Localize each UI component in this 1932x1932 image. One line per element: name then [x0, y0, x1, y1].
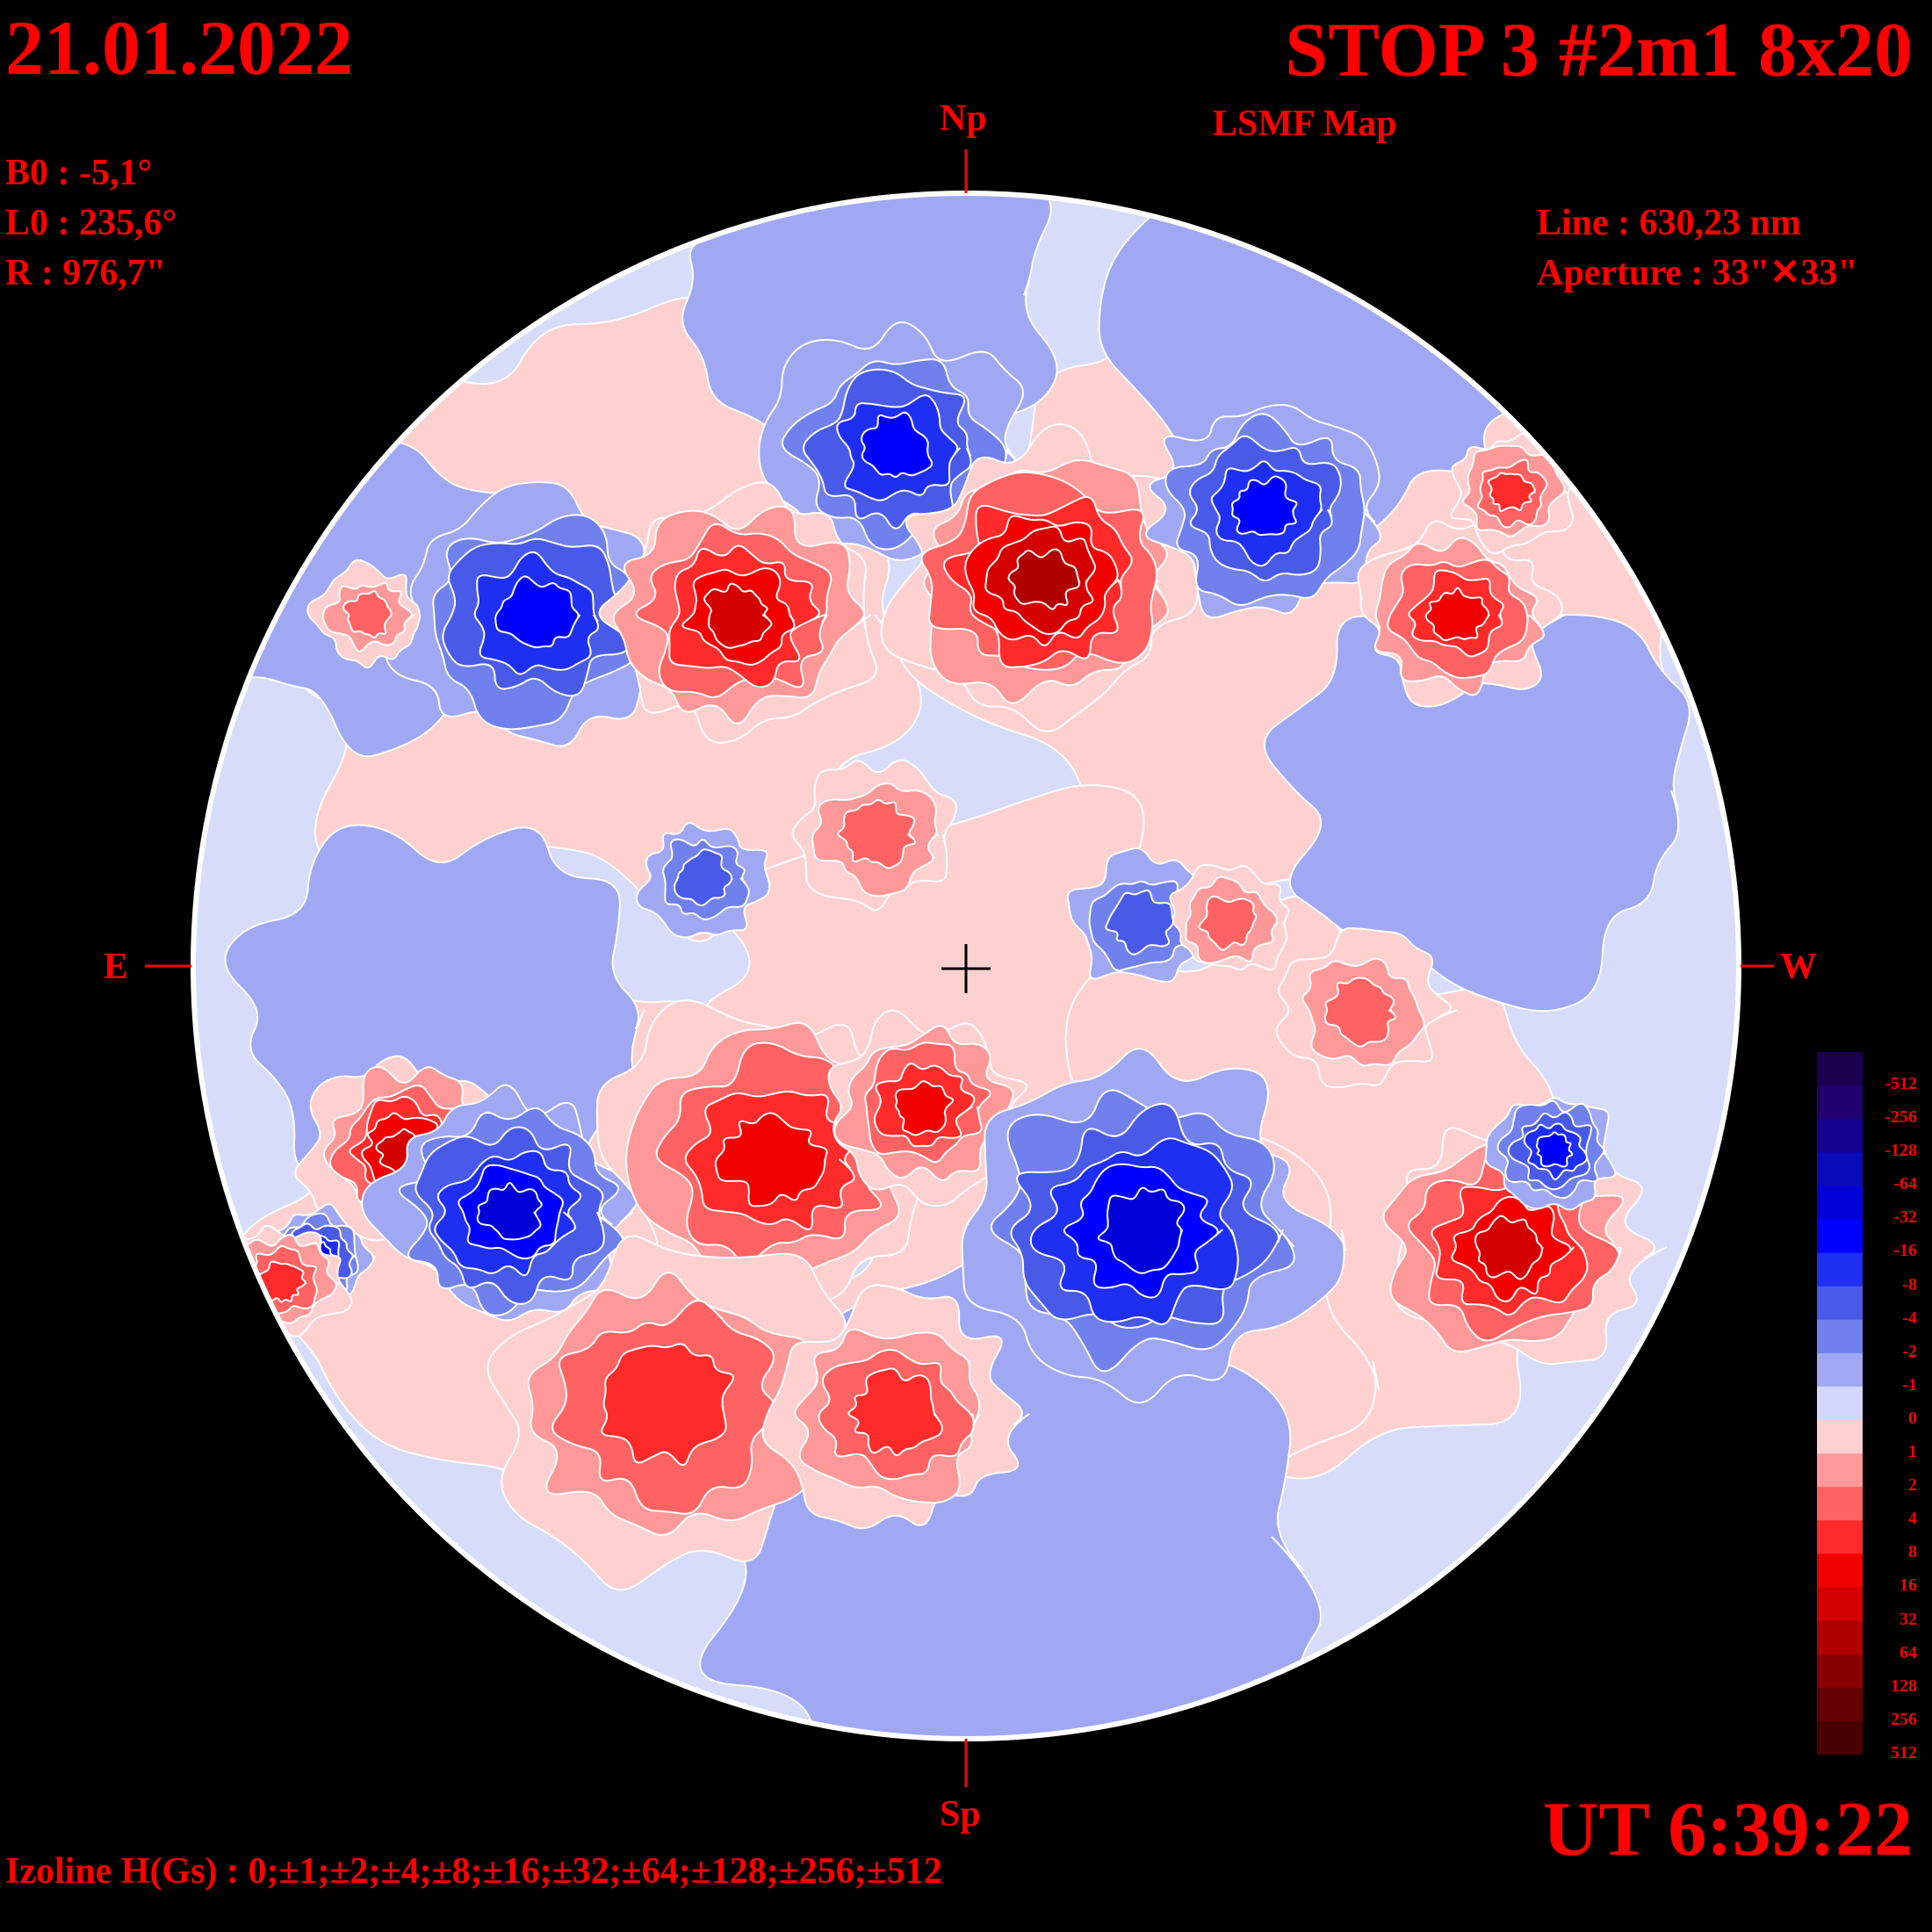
map-title: STOP 3 #2m1 8x20	[1285, 8, 1913, 93]
negative-field-contour	[476, 1182, 543, 1241]
field-contours	[195, 195, 1691, 1737]
negative-field-contour	[494, 575, 581, 649]
colorbar-tick-label: -1	[1902, 1374, 1917, 1395]
colorbar-tick-label: 256	[1891, 1709, 1917, 1729]
positive-field-contour	[1487, 472, 1536, 513]
colorbar-tick-label: 1	[1908, 1442, 1917, 1462]
positive-field-contour	[342, 590, 393, 638]
positive-field-contour	[1474, 1215, 1544, 1280]
negative-field-contour	[1231, 475, 1298, 537]
colorbar-tick-label: 16	[1900, 1575, 1917, 1596]
colorbar-swatch	[1817, 1085, 1863, 1120]
colorbar-tick-label: -2	[1902, 1341, 1917, 1361]
colorbar-tick-label: 128	[1891, 1676, 1917, 1696]
colorbar-swatch	[1817, 1420, 1863, 1454]
colorbar-tick-label: 64	[1900, 1642, 1917, 1662]
colorbar-swatch	[1817, 1386, 1863, 1421]
colorbar-swatch	[1817, 1152, 1863, 1186]
north-pole-label: Np	[940, 98, 987, 139]
colorbar-swatch	[1817, 1286, 1863, 1321]
colorbar-tick-label: 8	[1908, 1542, 1917, 1562]
ut-time: UT 6:39:22	[1542, 1787, 1913, 1872]
izoline-levels: Izoline H(Gs) : 0;±1;±2;±4;±8;±16;±32;±6…	[5, 1851, 942, 1892]
positive-field-contour	[837, 798, 916, 869]
colorbar-tick-label: -128	[1885, 1141, 1917, 1161]
colorbar-tick-label: 512	[1891, 1742, 1917, 1763]
param-line: Line : 630,23 nm	[1537, 203, 1802, 243]
colorbar-tick-label: -16	[1893, 1241, 1917, 1261]
colorbar	[1817, 1052, 1863, 1755]
positive-field-contour	[714, 1112, 828, 1208]
south-pole-label: Sp	[940, 1794, 981, 1835]
colorbar-swatch	[1817, 1219, 1863, 1254]
map-subtitle: LSMF Map	[1213, 104, 1397, 144]
positive-field-contour	[703, 582, 773, 649]
negative-field-contour	[861, 411, 934, 478]
positive-field-contour	[1424, 587, 1490, 641]
negative-field-contour	[1105, 889, 1175, 955]
date: 21.01.2022	[5, 6, 353, 91]
positive-field-contour	[601, 1343, 734, 1467]
colorbar-swatch	[1817, 1720, 1863, 1755]
colorbar-tick-label: -512	[1885, 1074, 1917, 1093]
colorbar-swatch	[1817, 1587, 1863, 1622]
positive-field-contour	[847, 1367, 943, 1457]
colorbar-swatch	[1817, 1687, 1863, 1722]
colorbar-tick-label: -256	[1885, 1107, 1917, 1128]
colorbar-tick-label: 4	[1908, 1509, 1917, 1529]
colorbar-swatch	[1817, 1052, 1863, 1086]
param-aperture: Aperture : 33"✕33"	[1537, 253, 1858, 293]
colorbar-swatch	[1817, 1186, 1863, 1220]
negative-field-contour	[673, 848, 733, 907]
colorbar-swatch	[1817, 1520, 1863, 1554]
west-label: W	[1780, 947, 1817, 987]
param-b0: B0 : -5,1°	[5, 153, 153, 193]
param-r: R : 976,7"	[5, 253, 167, 293]
negative-field-contour	[1097, 1186, 1186, 1274]
colorbar-tick-label: -4	[1902, 1308, 1917, 1328]
colorbar-tick-label: -64	[1893, 1174, 1917, 1194]
solar-disc	[195, 195, 1737, 1737]
param-l0: L0 : 235,6°	[5, 203, 177, 243]
colorbar-swatch	[1817, 1119, 1863, 1153]
colorbar-swatch	[1817, 1352, 1863, 1388]
colorbar-swatch	[1817, 1554, 1863, 1589]
colorbar-swatch	[1817, 1319, 1863, 1354]
colorbar-tick-label: -32	[1893, 1208, 1917, 1228]
negative-field-contour	[1535, 1131, 1574, 1168]
positive-field-contour	[1007, 548, 1081, 610]
colorbar-tick-label: 2	[1908, 1475, 1917, 1496]
colorbar-tick-label: 32	[1900, 1609, 1917, 1629]
colorbar-swatch	[1817, 1487, 1863, 1521]
positive-field-contour	[1198, 895, 1258, 951]
east-label: E	[104, 947, 129, 987]
colorbar-tick-label: 0	[1908, 1408, 1917, 1428]
negative-field-contour	[1264, 577, 1690, 1013]
colorbar-swatch	[1817, 1620, 1863, 1655]
colorbar-swatch	[1817, 1252, 1863, 1287]
colorbar-swatch	[1817, 1453, 1863, 1488]
colorbar-swatch	[1817, 1654, 1863, 1689]
positive-field-contour	[1323, 977, 1397, 1048]
colorbar-tick-label: -8	[1902, 1274, 1917, 1294]
positive-field-contour	[894, 1080, 955, 1136]
